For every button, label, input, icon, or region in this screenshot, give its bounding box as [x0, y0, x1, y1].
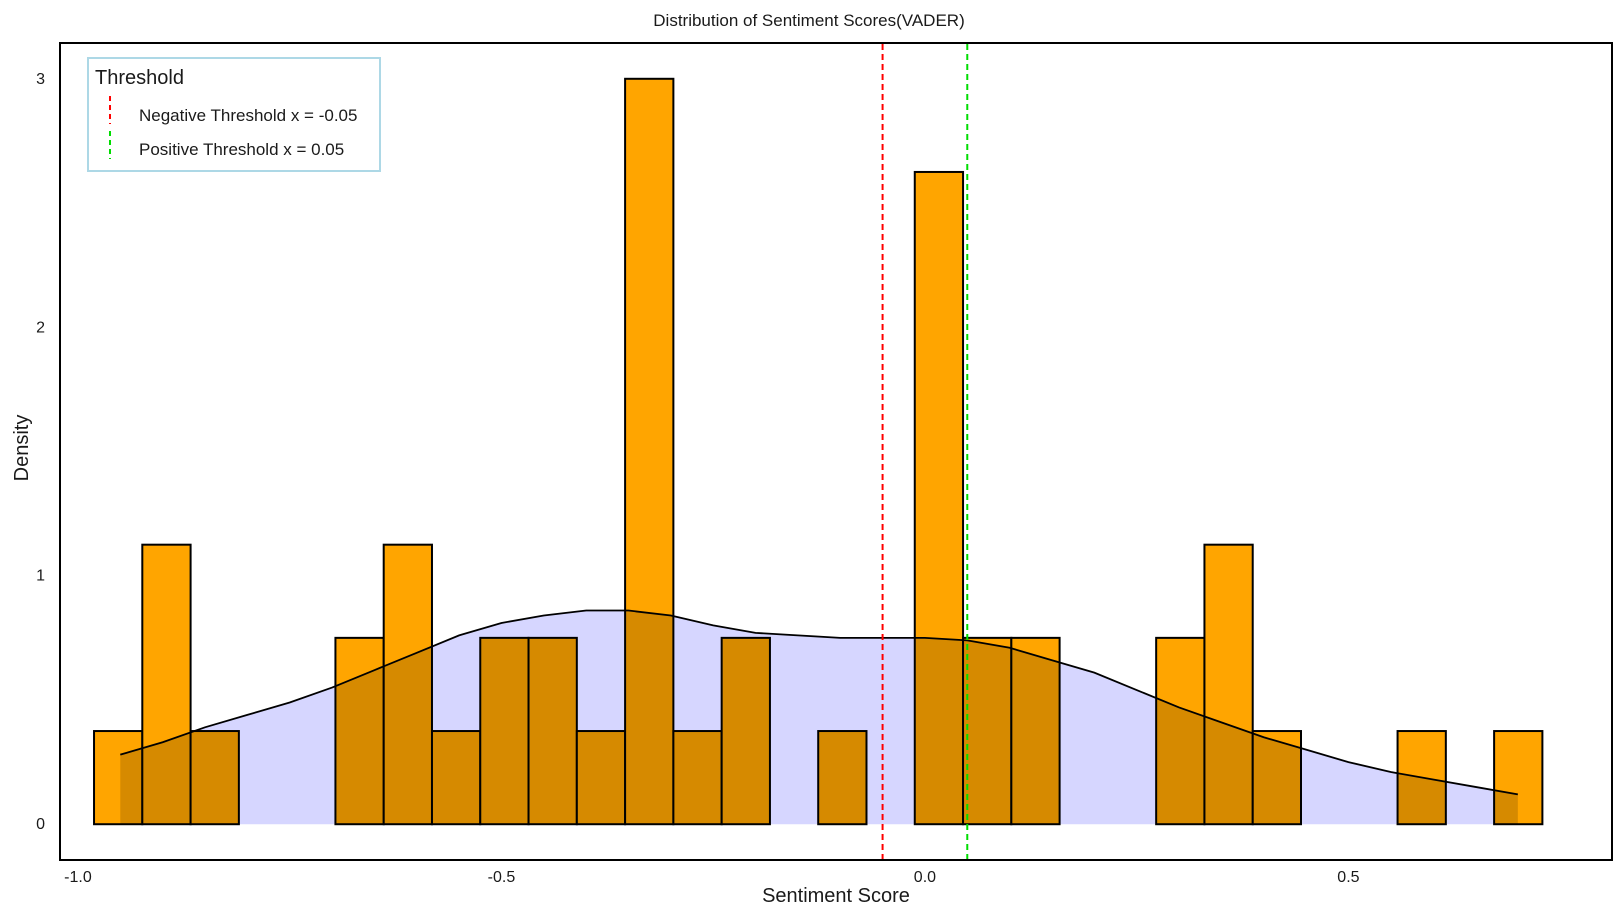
x-tick-label: -0.5 [488, 869, 516, 886]
y-tick-label: 2 [36, 319, 45, 336]
chart-title: Distribution of Sentiment Scores(VADER) [653, 11, 964, 30]
x-tick-label: 0.5 [1337, 869, 1359, 886]
y-axis-title: Density [11, 415, 33, 482]
x-tick-label: 0.0 [914, 869, 936, 886]
y-tick-label: 3 [36, 71, 45, 88]
legend-box [87, 57, 381, 172]
y-tick-label: 0 [36, 816, 45, 833]
threshold-legend: Threshold Negative Threshold x = -0.05 P… [87, 57, 381, 172]
y-tick-label: 1 [36, 568, 45, 585]
density-curve [120, 609, 1518, 796]
density-area [120, 610, 1518, 825]
plot-border [59, 42, 1613, 861]
legend-title: Threshold [95, 67, 184, 89]
legend-positive-threshold-label: Positive Threshold x = 0.05 [139, 140, 344, 159]
legend-negative-threshold-label: Negative Threshold x = -0.05 [139, 106, 357, 125]
x-axis-title: Sentiment Score [762, 885, 910, 907]
plot-area [93, 44, 1544, 859]
x-tick-label: -1.0 [64, 869, 92, 886]
